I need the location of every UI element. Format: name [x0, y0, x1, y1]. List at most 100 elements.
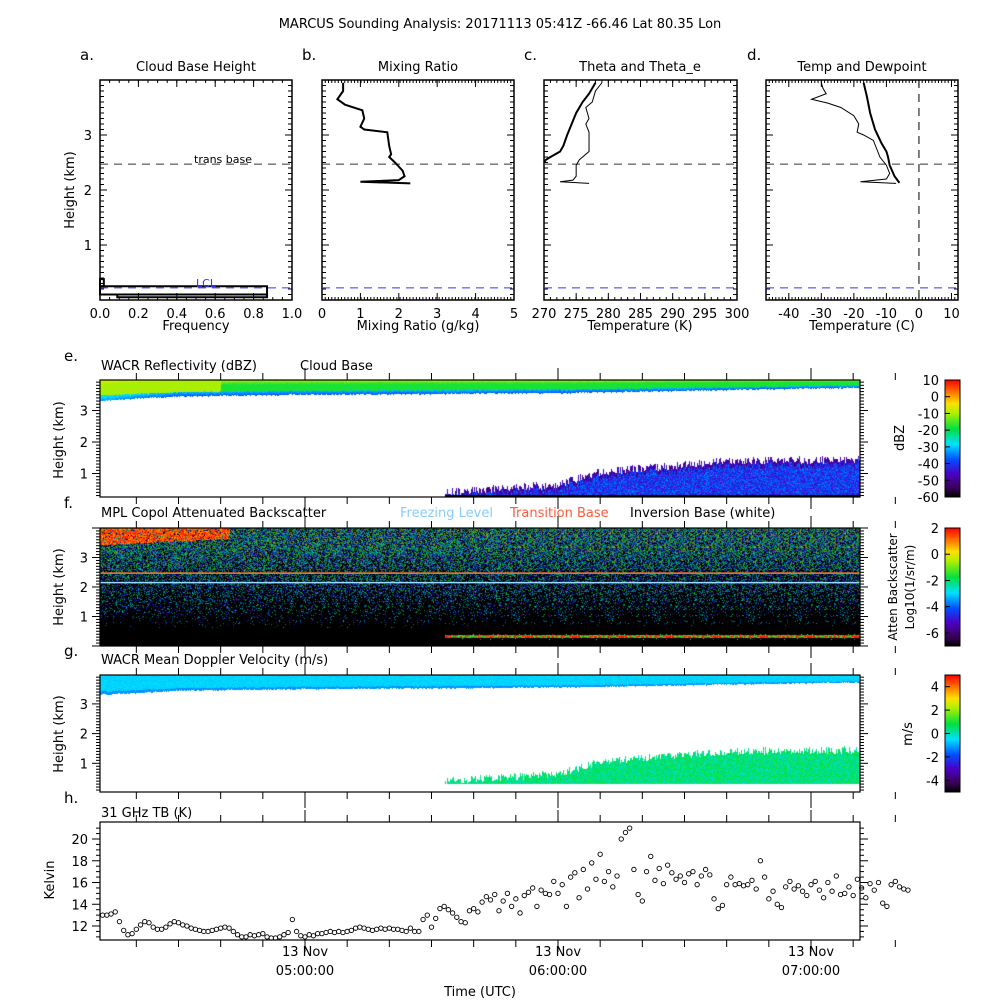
tb-point	[327, 928, 333, 935]
tb-point	[196, 927, 203, 933]
tb-point	[837, 891, 844, 898]
tb-point	[483, 893, 489, 900]
tb-point	[314, 930, 321, 937]
tb-point	[403, 928, 409, 935]
xtick-label-a: 0.2	[128, 307, 149, 322]
tb-point	[892, 878, 898, 885]
lcl-label: LCL	[196, 277, 217, 290]
legend-transition-base: Transition Base	[509, 506, 609, 521]
tb-point	[158, 926, 165, 932]
tb-point	[808, 882, 814, 888]
tb-point	[146, 920, 152, 926]
panel-title-b: Mixing Ratio	[378, 60, 458, 75]
tb-point	[728, 874, 734, 880]
tb-point	[799, 888, 806, 894]
tb-point	[293, 928, 300, 935]
tb-point	[593, 876, 599, 882]
tb-point	[513, 896, 519, 902]
tb-point	[530, 885, 536, 891]
tb-point	[504, 890, 511, 897]
tb-point	[192, 926, 199, 932]
tb-point	[842, 890, 848, 897]
tb-point	[740, 883, 747, 889]
tb-point	[500, 898, 506, 904]
colorbar-tick-label-f: 0	[931, 548, 939, 563]
tb-point	[761, 874, 768, 880]
plot-frame-d	[765, 79, 959, 301]
colorbar-f	[944, 527, 961, 647]
tb-point	[690, 868, 696, 875]
tb-point	[209, 927, 215, 933]
tb-point	[618, 836, 624, 842]
tb-point	[226, 925, 232, 931]
tb-point	[749, 877, 755, 883]
tb-point	[163, 924, 169, 930]
tb-point	[336, 928, 342, 935]
tb-point	[854, 876, 861, 882]
tb-point	[829, 888, 835, 894]
tb-point	[551, 878, 557, 885]
tb-point	[150, 924, 156, 930]
tb-point	[411, 928, 418, 935]
tb-point	[627, 825, 633, 831]
tb-point	[559, 882, 565, 888]
ytick-label-g: 3	[80, 698, 88, 713]
plot-frame-b	[321, 79, 515, 301]
ytick-label-g: 2	[80, 728, 88, 743]
tb-point	[361, 925, 367, 931]
tb-point	[395, 926, 401, 932]
colorbar-tick-label-f: -2	[926, 574, 939, 589]
colorbar-tick-label-g: -2	[926, 751, 939, 766]
ylabel-e: Height (km)	[52, 401, 67, 478]
tb-point	[167, 921, 173, 927]
tb-point	[871, 887, 877, 893]
colorbar-tick-label-e: -50	[918, 474, 939, 489]
colorbar-tick-label-f: -4	[926, 601, 939, 616]
tb-point	[344, 928, 350, 935]
tb-point	[555, 890, 561, 897]
tb-point	[382, 926, 388, 932]
tb-point	[660, 880, 667, 887]
xlabel-time: Time (UTC)	[443, 985, 516, 1000]
tb-point	[424, 912, 430, 918]
tb-point	[614, 873, 620, 879]
tb-point	[610, 884, 616, 890]
tb-point	[180, 922, 186, 928]
tb-point	[605, 868, 612, 875]
tb-point	[492, 891, 498, 898]
tb-point	[648, 853, 654, 860]
tb-point	[635, 891, 641, 898]
plot-frame-e	[99, 379, 861, 498]
tb-point	[787, 878, 793, 885]
tb-point	[546, 891, 553, 898]
tb-point	[724, 882, 730, 888]
tb-point	[479, 899, 485, 905]
tb-point	[639, 898, 645, 904]
tb-point	[508, 903, 515, 910]
tb-point	[116, 919, 123, 925]
ytick-label-e: 2	[80, 436, 88, 451]
tb-point	[386, 925, 392, 931]
tb-point	[664, 862, 671, 868]
time-tick-date: 13 Nov	[282, 945, 328, 960]
profile-line-dewpoint	[809, 82, 897, 184]
tb-point	[213, 926, 220, 932]
tb-point	[795, 883, 801, 889]
tb-point	[753, 886, 759, 892]
ylabel-g: Height (km)	[52, 695, 67, 772]
tb-point	[420, 916, 426, 923]
panel-title-h: 31 GHz TB (K)	[101, 806, 192, 821]
histogram-bar	[116, 293, 269, 299]
colorbar-label-g: m/s	[901, 722, 916, 746]
tb-point	[306, 932, 312, 938]
tb-point	[471, 905, 477, 912]
tb-point	[104, 912, 110, 918]
time-tick-time: 06:00:00	[529, 964, 587, 979]
colorbar-label-f: Atten Backscatter	[886, 533, 900, 640]
xtick-label-b: 5	[510, 307, 518, 322]
tb-point	[757, 858, 764, 864]
tb-point	[142, 919, 148, 925]
ytick-label-h: 18	[71, 855, 88, 870]
panel-label-g: g.	[64, 642, 78, 660]
